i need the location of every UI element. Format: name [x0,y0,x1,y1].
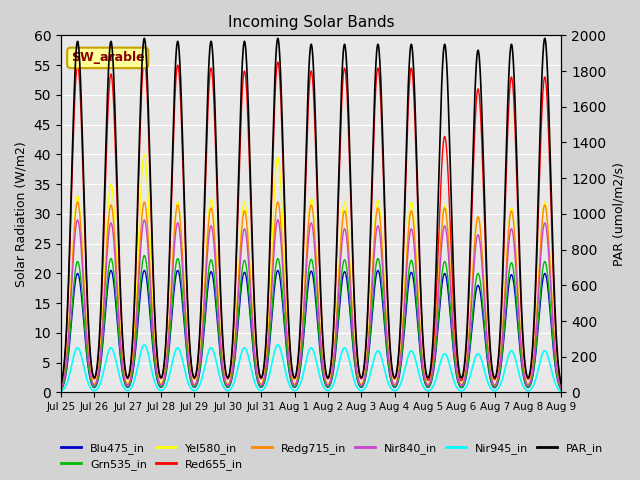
Yel580_in [326,380,333,385]
Nir945_in [141,342,148,348]
Grn535_in [197,360,205,365]
Line: PAR_in: PAR_in [61,38,561,385]
Blu475_in [337,296,344,301]
Redg715_in [527,373,535,379]
Redg715_in [57,385,65,391]
PAR_in [557,382,565,388]
Yel580_in [197,346,205,351]
Grn535_in [557,387,565,393]
Redg715_in [557,385,565,391]
Nir840_in [513,290,521,296]
Redg715_in [326,380,333,386]
Grn535_in [527,378,535,384]
Redg715_in [456,381,464,387]
Blu475_in [197,362,205,368]
Line: Blu475_in: Blu475_in [61,270,561,390]
Yel580_in [57,385,65,391]
Nir945_in [557,389,565,395]
Line: Nir840_in: Nir840_in [61,220,561,389]
Nir840_in [74,217,81,223]
Title: Incoming Solar Bands: Incoming Solar Bands [228,15,394,30]
Blu475_in [326,384,333,389]
Grn535_in [326,383,333,388]
Y-axis label: Solar Radiation (W/m2): Solar Radiation (W/m2) [15,141,28,287]
Line: Yel580_in: Yel580_in [61,155,561,388]
Red655_in [337,138,344,144]
PAR_in [456,373,464,379]
Blu475_in [513,318,521,324]
Text: SW_arable: SW_arable [71,51,145,64]
Nir945_in [456,388,464,394]
Nir945_in [57,389,65,395]
Grn535_in [57,387,65,393]
Grn535_in [337,287,344,292]
Redg715_in [513,279,521,285]
PAR_in [513,170,521,176]
PAR_in [325,372,333,378]
Nir945_in [326,387,333,393]
Y-axis label: PAR (umol/m2/s): PAR (umol/m2/s) [612,162,625,266]
Red655_in [57,383,65,388]
Red655_in [456,377,464,383]
Yel580_in [557,385,565,391]
Yel580_in [141,152,148,157]
Nir840_in [456,382,464,388]
Yel580_in [337,242,344,248]
Blu475_in [557,387,565,393]
Grn535_in [456,384,464,389]
Red655_in [197,316,205,322]
PAR_in [57,382,65,388]
PAR_in [196,315,204,321]
Line: Redg715_in: Redg715_in [61,202,561,388]
Nir945_in [513,364,521,370]
Line: Nir945_in: Nir945_in [61,345,561,392]
Blu475_in [527,379,535,385]
Nir945_in [337,355,344,360]
Yel580_in [527,373,535,379]
Redg715_in [197,348,205,354]
PAR_in [541,36,548,41]
Line: Red655_in: Red655_in [61,59,561,386]
Nir840_in [557,386,565,392]
Nir840_in [527,375,535,381]
Red655_in [527,362,535,368]
Blu475_in [107,267,115,273]
Legend: Blu475_in, Grn535_in, Yel580_in, Red655_in, Redg715_in, Nir840_in, Nir945_in, PA: Blu475_in, Grn535_in, Yel580_in, Red655_… [57,438,607,474]
Blu475_in [57,387,65,393]
Grn535_in [141,252,148,258]
Blu475_in [456,384,464,390]
Line: Grn535_in: Grn535_in [61,255,561,390]
Nir945_in [527,386,535,392]
Red655_in [141,56,148,62]
Nir840_in [197,352,205,358]
Yel580_in [513,277,521,283]
Nir840_in [57,386,65,392]
Yel580_in [456,381,464,387]
Grn535_in [513,311,521,317]
Nir945_in [197,380,205,385]
PAR_in [336,127,344,132]
Red655_in [513,198,521,204]
Nir840_in [326,381,333,387]
Redg715_in [337,249,344,254]
Redg715_in [74,199,81,205]
Red655_in [557,383,565,389]
PAR_in [527,361,535,367]
Nir840_in [337,263,344,268]
Red655_in [326,373,333,379]
